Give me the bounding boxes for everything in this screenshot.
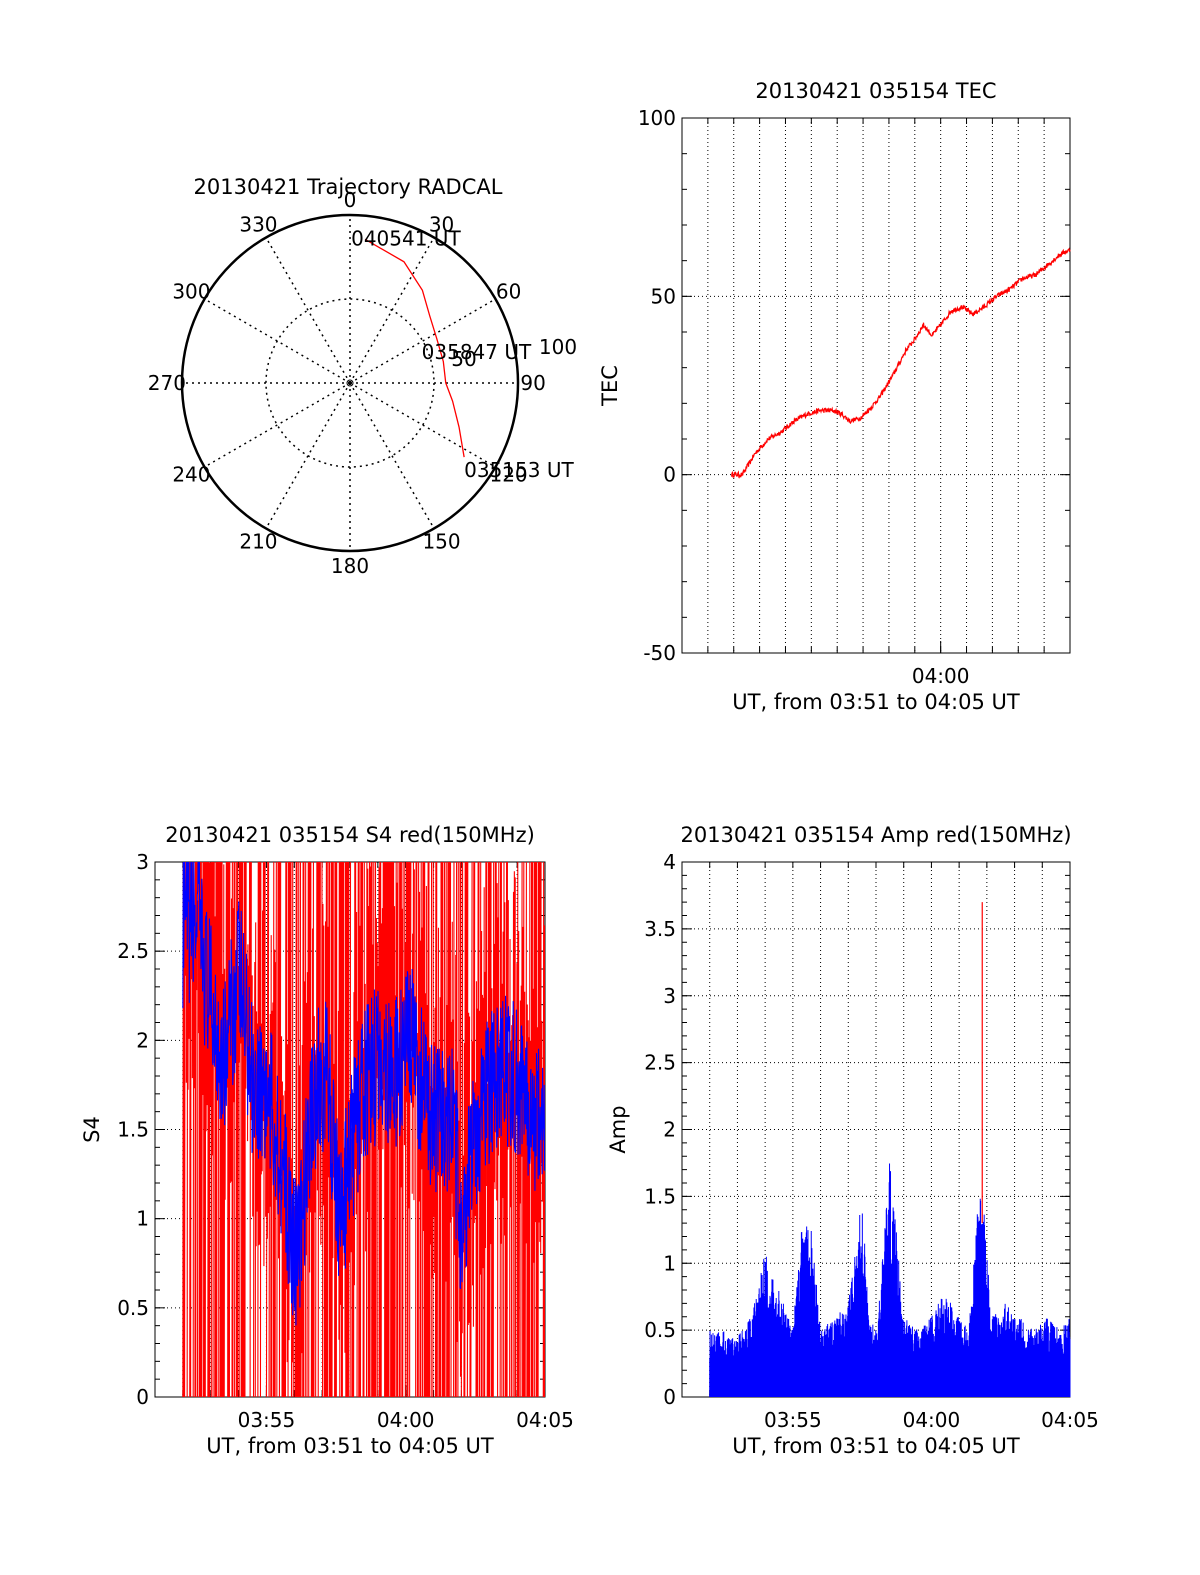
chart-title: 20130421 035154 Amp red(150MHz) [680, 823, 1071, 847]
azimuth-label: 60 [496, 279, 521, 303]
spoke-line [349, 298, 496, 384]
azimuth-label: 30 [429, 212, 454, 236]
y-tick-label: 1 [136, 1207, 149, 1231]
azimuth-label: 180 [331, 554, 369, 578]
y-tick-label: 0 [663, 1385, 676, 1409]
spoke-line [349, 382, 496, 468]
amp-primary-bars [709, 1163, 1071, 1397]
chart-title: 20130421 035154 TEC [755, 79, 996, 103]
y-tick-label: 1.5 [117, 1118, 149, 1142]
x-axis-label: UT, from 03:51 to 04:05 UT [732, 690, 1020, 714]
y-tick-label: -50 [643, 641, 676, 665]
y-tick-label: 100 [638, 106, 676, 130]
y-tick-label: 2.5 [644, 1051, 676, 1075]
azimuth-label: 150 [422, 530, 460, 554]
y-axis-label: S4 [80, 1116, 104, 1143]
azimuth-label: 300 [172, 279, 210, 303]
s4-primary-series-line [182, 862, 545, 1326]
azimuth-label: 90 [520, 371, 545, 395]
y-axis-label: TEC [598, 365, 622, 407]
tec-series-line [730, 247, 1071, 479]
x-axis-label: UT, from 03:51 to 04:05 UT [732, 1434, 1020, 1458]
y-tick-label: 50 [651, 284, 676, 308]
time-annotation: 035847 UT [422, 340, 532, 364]
outer-ring [180, 213, 520, 553]
y-tick-label: 1 [663, 1251, 676, 1275]
trajectory-line [364, 238, 465, 458]
y-tick-label: 1.5 [644, 1184, 676, 1208]
x-tick-label: 03:55 [238, 1408, 296, 1432]
x-tick-label: 04:05 [1041, 1408, 1099, 1432]
x-tick-label: 04:05 [516, 1408, 574, 1432]
y-tick-label: 2 [663, 1118, 676, 1142]
azimuth-label: 270 [148, 371, 186, 395]
azimuth-label: 0 [344, 188, 357, 212]
s4-panel: 0 0.5 1 1.5 2 2.5 3 03:55 04:00 04:05 20130421 035… [80, 823, 574, 1458]
x-axis-label: UT, from 03:51 to 04:05 UT [206, 1434, 494, 1458]
chart-title: 20130421 Trajectory RADCAL [194, 175, 503, 199]
x-tick-label: 04:00 [377, 1408, 435, 1432]
y-tick-label: 3 [136, 850, 149, 874]
time-annotation: 040541 UT [351, 226, 461, 250]
center-marker [346, 379, 354, 387]
azimuth-label: 120 [489, 463, 527, 487]
amp-panel: 0 0.5 1 1.5 2 2.5 3 3.5 4 03:55 04:00 04:05 20130421… [606, 823, 1099, 1458]
spoke-line [349, 237, 435, 384]
azimuth-label: 240 [172, 463, 210, 487]
spoke-line [349, 382, 435, 529]
radius-label: 50 [451, 347, 476, 371]
y-tick-label: 0 [136, 1385, 149, 1409]
time-annotation: 035153 UT [464, 458, 574, 482]
chart-title: 20130421 035154 S4 red(150MHz) [165, 823, 535, 847]
y-tick-label: 4 [663, 850, 676, 874]
y-tick-label: 0 [663, 463, 676, 487]
y-tick-label: 3.5 [644, 917, 676, 941]
y-tick-label: 3 [663, 984, 676, 1008]
radius-label: 100 [539, 335, 577, 359]
x-tick-label: 04:00 [912, 664, 970, 688]
spoke-line [265, 237, 351, 384]
x-tick-label: 04:00 [903, 1408, 961, 1432]
y-tick-label: 2 [136, 1028, 149, 1052]
y-axis-label: Amp [606, 1105, 630, 1153]
spoke-line [204, 382, 351, 468]
y-tick-label: 2.5 [117, 939, 149, 963]
plot-frame [681, 117, 1071, 654]
x-tick-label: 03:55 [764, 1408, 822, 1432]
y-tick-label: 0.5 [117, 1296, 149, 1320]
spoke-line [265, 382, 351, 529]
tec-panel: -50 0 50 100 04:00 20130421 035154 TEC UT, fro… [598, 79, 1071, 714]
y-tick-label: 0.5 [644, 1318, 676, 1342]
spoke-line [204, 298, 351, 384]
azimuth-label: 330 [239, 212, 277, 236]
azimuth-label: 210 [239, 530, 277, 554]
